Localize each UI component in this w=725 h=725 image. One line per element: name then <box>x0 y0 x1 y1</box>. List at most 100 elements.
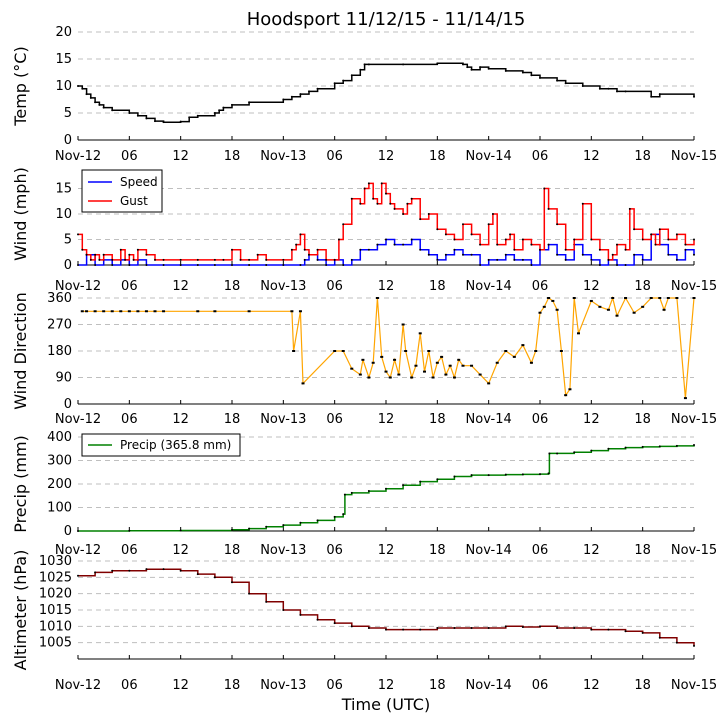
x-tick-label: Nov-15 <box>671 412 717 427</box>
data-point <box>128 253 131 256</box>
data-point <box>478 373 482 376</box>
data-point <box>573 238 576 241</box>
data-point <box>111 258 114 261</box>
data-point <box>333 515 336 518</box>
x-tick-label: 06 <box>532 149 549 164</box>
data-point <box>641 445 644 448</box>
data-point <box>128 569 131 572</box>
y-tick-label: 1025 <box>39 570 72 585</box>
data-point <box>179 529 182 532</box>
data-point <box>363 63 366 66</box>
data-point <box>402 63 405 66</box>
data-point <box>435 361 439 364</box>
data-point <box>607 87 610 90</box>
data-point <box>658 228 661 231</box>
data-point <box>693 253 695 256</box>
data-point <box>559 350 563 352</box>
data-point <box>513 258 516 261</box>
data-point <box>607 628 610 631</box>
data-point <box>470 474 473 477</box>
data-point <box>547 207 550 210</box>
data-point <box>650 233 653 236</box>
data-point <box>162 121 165 124</box>
data-point <box>633 253 636 256</box>
data-point <box>495 361 499 364</box>
y-tick-label: 1005 <box>39 636 72 651</box>
x-tick-label: 06 <box>326 678 343 693</box>
data-point <box>85 253 88 256</box>
data-point <box>564 248 567 251</box>
x-tick-label: 18 <box>429 149 446 164</box>
data-point <box>539 625 541 628</box>
data-point <box>658 445 661 448</box>
data-point <box>436 228 439 231</box>
x-tick-label: 18 <box>634 149 651 164</box>
data-point <box>248 101 251 104</box>
data-point <box>470 68 473 71</box>
data-point <box>77 530 79 532</box>
y-tick-label: 0 <box>64 397 72 412</box>
data-point <box>572 297 576 299</box>
data-point <box>675 233 678 236</box>
data-point <box>556 79 559 82</box>
data-point <box>436 478 439 481</box>
data-point <box>470 626 473 629</box>
data-point <box>513 248 516 251</box>
data-point <box>222 258 225 261</box>
y-tick-label: 15 <box>55 52 72 67</box>
data-point <box>179 569 182 572</box>
data-point <box>316 258 319 261</box>
data-point <box>650 95 653 98</box>
data-point <box>530 243 533 246</box>
panel-temperature: 0 5 10 15 20 Nov-12 06 12 18 Nov-13 06 12 18 Nov-14 06… <box>11 25 717 164</box>
x-tick-label: 06 <box>532 678 549 693</box>
x-tick-label: 12 <box>172 678 189 693</box>
data-point <box>111 109 114 112</box>
data-point <box>361 358 365 361</box>
data-point <box>385 628 387 631</box>
data-point <box>282 609 285 611</box>
data-point <box>265 525 268 528</box>
y-tick-label: 180 <box>47 344 72 359</box>
y-tick-label: 10 <box>55 207 72 222</box>
data-point <box>684 248 687 251</box>
data-point <box>128 529 131 532</box>
data-point <box>350 74 353 77</box>
data-point <box>607 447 610 450</box>
x-tick-label: 12 <box>172 149 189 164</box>
data-point <box>127 310 131 313</box>
data-point <box>675 297 679 299</box>
data-point <box>231 248 233 251</box>
data-point <box>282 264 285 266</box>
data-point <box>521 258 524 261</box>
data-point <box>290 95 293 98</box>
data-point <box>436 626 439 629</box>
data-point <box>388 376 392 379</box>
y-axis-label: Wind (mph) <box>11 167 30 261</box>
data-point <box>529 361 533 364</box>
data-point <box>440 355 444 358</box>
x-tick-label: Nov-12 <box>55 149 101 164</box>
data-point <box>85 310 89 313</box>
data-point <box>548 452 551 455</box>
data-point <box>555 308 559 311</box>
data-point <box>624 90 627 93</box>
x-tick-label: Nov-15 <box>671 279 717 294</box>
data-point <box>556 452 559 455</box>
x-tick-label: 12 <box>583 543 600 558</box>
data-point <box>80 310 84 313</box>
data-point <box>667 238 670 241</box>
data-point <box>462 223 464 226</box>
data-point <box>624 248 627 251</box>
data-point <box>611 253 614 256</box>
data-point <box>461 364 465 367</box>
data-point <box>316 618 319 621</box>
x-tick-label: 18 <box>224 149 241 164</box>
data-point <box>102 106 105 109</box>
data-point <box>367 490 370 493</box>
data-point <box>641 631 644 634</box>
data-point <box>487 626 490 629</box>
x-tick-label: 06 <box>121 678 138 693</box>
data-point <box>145 264 148 266</box>
data-point <box>693 238 695 241</box>
